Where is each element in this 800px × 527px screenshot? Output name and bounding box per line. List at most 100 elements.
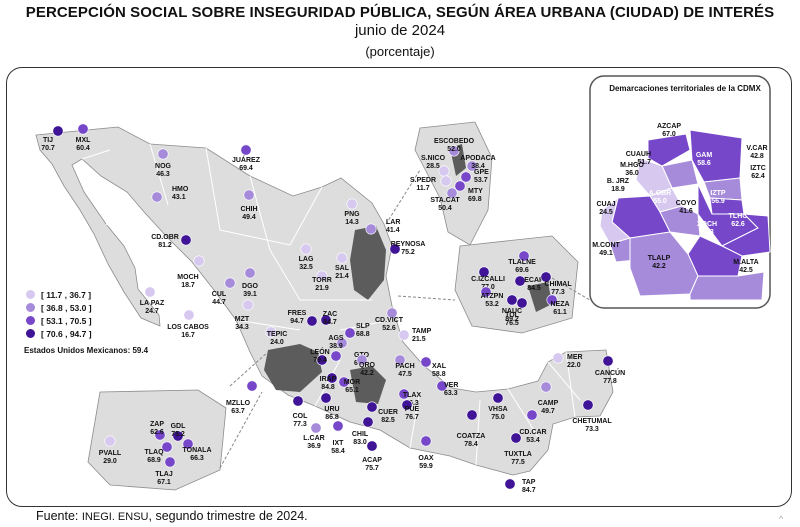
city-name-pue: PUE: [405, 406, 420, 413]
city-value-tepic: 24.0: [270, 339, 284, 346]
city-name-los-cabos: LOS CABOS: [167, 324, 209, 331]
city-value-tuxtla: 77.5: [511, 459, 525, 466]
city-dot-dgo: [244, 267, 256, 279]
city-dot-ixt: [332, 420, 344, 432]
city-name-sal: SAL: [335, 265, 350, 272]
district-value-iztc: 62.4: [751, 173, 765, 180]
city-name-tlalne: TLALNE: [508, 259, 536, 266]
city-value-tij: 70.7: [41, 145, 55, 152]
district-value-m-cont: 49.1: [599, 250, 613, 257]
city-name-dgo: DGO: [242, 283, 259, 290]
city-name-mxl: MXL: [76, 137, 92, 144]
city-value-chimal: 77.3: [551, 289, 565, 296]
city-name-mor: MOR: [344, 379, 360, 386]
source-rest: , segundo trimestre de 2024.: [148, 509, 308, 523]
city-dot-atzpn: [480, 286, 492, 298]
district-name-cuauh: CUAUH: [626, 151, 651, 158]
legend-label: [ 11.7 , 36.7 ]: [41, 289, 92, 300]
map-date: junio de 2024: [354, 22, 446, 39]
city-dot-mor: [338, 376, 350, 388]
city-dot-moch: [193, 255, 205, 267]
city-name-nauc: NAUC: [502, 308, 522, 315]
city-name-acap: ACAP: [362, 457, 382, 464]
city-dot-acap: [366, 440, 378, 452]
city-value-zap: 62.6: [150, 429, 164, 436]
district-name-b-jrz: B. JRZ: [607, 178, 630, 185]
city-value-fres: 94.7: [290, 318, 304, 325]
source-org: INEGI. ENSU: [81, 511, 149, 523]
city-name-ags: AGS: [328, 335, 344, 342]
city-value-ixt: 58.4: [331, 448, 345, 455]
city-value-cancun: 77.8: [603, 378, 617, 385]
city-dot-mxl: [77, 123, 89, 135]
city-dot-coatza: [466, 409, 478, 421]
district-name-a-obr: A.OBR: [649, 190, 672, 197]
city-name-ecap: ECAP: [524, 277, 544, 284]
city-value-cul: 44.7: [212, 299, 226, 306]
city-value-tamp: 21.5: [412, 336, 426, 343]
district-name-m-cont: M.CONT: [592, 242, 620, 249]
city-name-moch: MOCH: [177, 274, 198, 281]
city-dot-tol: [506, 294, 518, 306]
city-value-nauc: 89.2: [505, 316, 519, 323]
city-name-xal: XAL: [432, 363, 447, 370]
source-note: Fuente: INEGI. ENSU, segundo trimestre d…: [36, 509, 308, 523]
city-dot-zac: [320, 314, 332, 326]
city-dot-tap: [504, 478, 516, 490]
city-value-gdl: 75.2: [171, 431, 185, 438]
district-value-xoch: 68.3: [700, 229, 714, 236]
city-name-chih: CHIH: [240, 206, 257, 213]
city-dot-qro: [356, 354, 368, 366]
city-dot-mty: [454, 180, 466, 192]
city-dot-gto: [330, 350, 342, 362]
city-dot-ver: [436, 380, 448, 392]
city-name-s-pedr: S.PEDR: [410, 177, 436, 184]
city-value-dgo: 39.1: [243, 291, 257, 298]
city-name-lar: LAR: [386, 219, 400, 226]
city-dot-los-cabos: [183, 309, 195, 321]
city-value-juarez: 69.4: [239, 165, 253, 172]
city-name-tol: TOL: [505, 312, 520, 319]
legend-swatch: [26, 303, 35, 312]
legend-swatch: [26, 316, 35, 325]
city-dot-zap: [154, 429, 166, 441]
city-value-pvall: 29.0: [103, 458, 117, 465]
city-name-gdl: GDL: [171, 423, 187, 430]
city-dot-s-pedr: [440, 175, 452, 187]
district-name-gam: GAM: [696, 152, 713, 159]
city-name-atzpn: ATZPN: [481, 293, 504, 300]
city-dot-hmo: [151, 191, 163, 203]
city-name-tap: TAP: [522, 479, 536, 486]
city-name-oax: OAX: [418, 455, 434, 462]
city-dot-neza: [546, 294, 558, 306]
city-value-mzt: 34.3: [235, 324, 249, 331]
city-value-moch: 18.7: [181, 282, 195, 289]
city-dot-reynosa: [389, 243, 401, 255]
district-value-iztp: 56.9: [711, 198, 725, 205]
city-dot-png: [346, 198, 358, 210]
city-dot-apodaca: [466, 160, 478, 172]
city-value-tol: 76.5: [505, 320, 519, 327]
city-dot-l-car: [310, 422, 322, 434]
city-value-ecap: 84.5: [527, 285, 541, 292]
city-dot-gpe: [460, 171, 472, 183]
city-value-atzpn: 53.2: [485, 301, 499, 308]
city-name-leon: LEÓN: [310, 347, 329, 356]
city-dot-la-paz: [144, 286, 156, 298]
city-name-cd-vict: CD.VICT: [375, 317, 404, 324]
city-dot-lag: [300, 243, 312, 255]
city-dot-torr: [316, 270, 328, 282]
city-name-cul: CUL: [212, 291, 227, 298]
city-dot-tlaj: [164, 456, 176, 468]
city-value-chih: 49.4: [242, 214, 256, 221]
city-dot-camp: [540, 381, 552, 393]
city-dot-sta-cat: [446, 187, 458, 199]
district-m-alta: [689, 271, 765, 301]
city-name-coatza: COATZA: [457, 433, 486, 440]
city-value-l-car: 36.9: [307, 443, 321, 450]
city-name-escobedo: ESCOBEDO: [434, 138, 475, 145]
city-dot-tlaq: [161, 441, 173, 453]
city-dot-pach: [394, 354, 406, 366]
district-name-iztp: IZTP: [710, 190, 725, 197]
